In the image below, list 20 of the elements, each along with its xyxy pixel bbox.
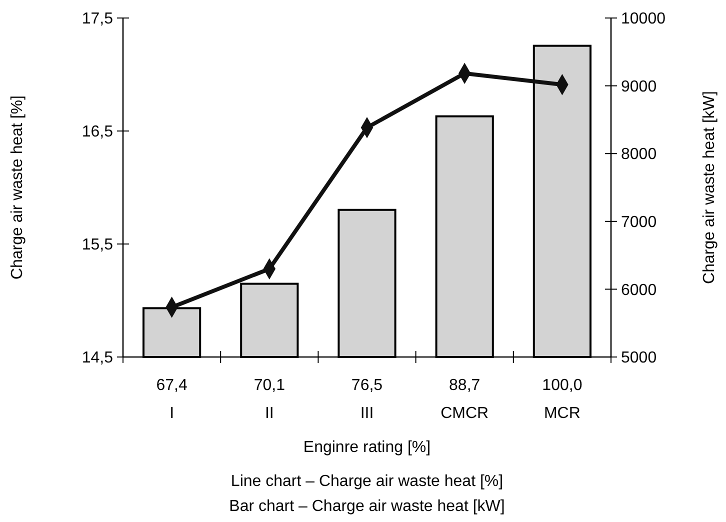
y-tick-label: 17,5 [82, 10, 114, 28]
y2-tick-label: 6000 [621, 282, 657, 299]
y2-tick-label: 7000 [621, 214, 657, 231]
text: Bar chart – Charge air waste heat [kW] [229, 498, 505, 515]
y-tick-label: 16,5 [82, 124, 114, 141]
x-axis-title: Enginre rating [%] [303, 439, 431, 456]
text: Line chart – Charge air waste heat [%] [230, 473, 504, 490]
y-axis-title: Charge air waste heat [%] [9, 95, 26, 280]
x-tick-label: 76,5 III [351, 377, 383, 422]
y2-axis-title: Charge air waste heat [kW] [701, 91, 718, 284]
x-tick-label: 88,7 CMCR [440, 377, 489, 422]
y2-tick-label: 10000 [621, 10, 666, 28]
x-tick-label: 70,1 II [254, 377, 286, 422]
y2-tick-label: 9000 [621, 78, 657, 96]
y2-tick-label: 5000 [621, 350, 657, 367]
y-tick-label: 15,5 [82, 236, 114, 254]
x-tick-label: 100,0 MCR [542, 377, 582, 422]
x-tick-label: 67,4 I [156, 377, 188, 422]
y2-tick-label: 8000 [621, 146, 657, 164]
y-tick-label: 14,5 [82, 350, 114, 367]
